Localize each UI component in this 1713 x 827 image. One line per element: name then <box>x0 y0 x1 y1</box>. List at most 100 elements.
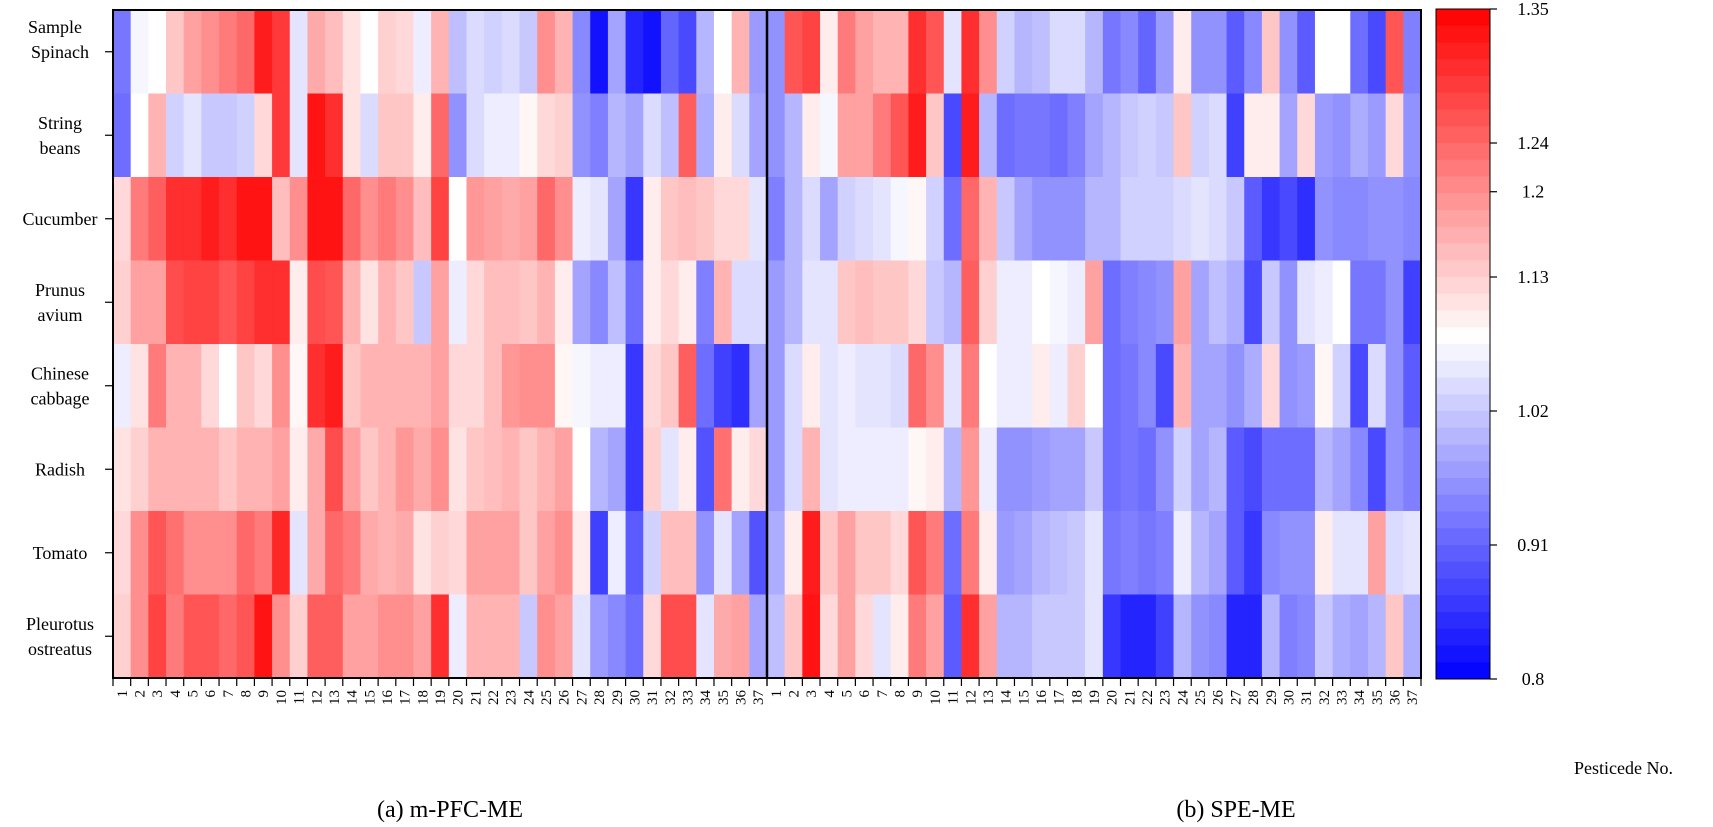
heatmap-cell-a-r1-c27 <box>572 10 591 95</box>
heatmap-cell-a-r8-c24 <box>519 594 538 679</box>
heatmap-cell-b-r6-c19 <box>1085 427 1104 512</box>
heatmap-cell-a-r2-c21 <box>466 93 485 178</box>
heatmap-cell-a-r7-c20 <box>448 511 468 596</box>
x-tick-label-a-30: 30 <box>627 690 643 705</box>
heatmap-cell-a-r7-c14 <box>342 511 362 596</box>
heatmap-cell-b-r2-c27 <box>1226 93 1245 178</box>
heatmap-cell-b-r5-c23 <box>1155 344 1175 429</box>
heatmap-cell-b-r1-c17 <box>1049 10 1069 95</box>
heatmap-cell-a-r5-c26 <box>554 344 574 429</box>
heatmap-cell-a-r5-c33 <box>678 344 697 429</box>
heatmap-cell-b-r7-c11 <box>943 511 963 596</box>
colorbar-swatch <box>1436 176 1490 194</box>
heatmap-cell-a-r3-c3 <box>148 177 167 262</box>
heatmap-cell-b-r6-c34 <box>1350 427 1369 512</box>
heatmap-cell-a-r7-c24 <box>519 511 538 596</box>
heatmap-cell-b-r2-c36 <box>1385 93 1404 178</box>
heatmap-cell-a-r7-c27 <box>572 511 591 596</box>
heatmap-cell-a-r8-c3 <box>148 594 167 679</box>
x-tick-label-a-17: 17 <box>398 690 414 706</box>
heatmap-cell-b-r6-c14 <box>996 427 1016 512</box>
heatmap-cell-a-r5-c28 <box>590 344 609 429</box>
heatmap-cell-b-r7-c37 <box>1403 511 1422 596</box>
heatmap-cell-b-r7-c15 <box>1014 511 1033 596</box>
heatmap-axes: 1 2 3 4 5 6 7 8 9 10 11 12 13 14 15 16 17 18 19 20 21 22 23 24 2… <box>112 9 1422 706</box>
x-tick-label-b-29: 29 <box>1264 690 1280 705</box>
heatmap-cell-b-r7-c13 <box>979 511 998 596</box>
heatmap-cell-b-r4-c3 <box>802 260 821 345</box>
heatmap-cell-b-r3-c27 <box>1226 177 1245 262</box>
heatmap-cell-a-r4-c20 <box>448 260 468 345</box>
x-tick-label-a-31: 31 <box>645 690 661 705</box>
heatmap-cell-a-r4-c24 <box>519 260 538 345</box>
heatmap-cell-a-r4-c35 <box>713 260 733 345</box>
heatmap-cell-b-r5-c16 <box>1032 344 1051 429</box>
heatmap-cell-a-r7-c8 <box>236 511 256 596</box>
heatmap-cell-b-r7-c5 <box>837 511 856 596</box>
heatmap-cell-b-r3-c4 <box>820 177 839 262</box>
heatmap-cell-b-r6-c1 <box>767 427 786 512</box>
heatmap-cell-b-r7-c4 <box>820 511 839 596</box>
x-tick-label-a-5: 5 <box>186 690 202 698</box>
heatmap-cell-b-r7-c33 <box>1332 511 1351 596</box>
heatmap-cell-a-r8-c16 <box>378 594 397 679</box>
heatmap-cell-b-r7-c9 <box>908 511 927 596</box>
heatmap-cell-b-r1-c27 <box>1226 10 1245 95</box>
heatmap-cell-a-r7-c9 <box>254 511 273 596</box>
heatmap-cell-b-r5-c8 <box>890 344 910 429</box>
heatmap-panel-b <box>767 10 1422 679</box>
colorbar-swatch <box>1436 193 1490 211</box>
x-tick-label-a-37: 37 <box>751 690 767 706</box>
heatmap-cell-b-r2-c2 <box>784 93 803 178</box>
row-label-6: Radish <box>35 459 85 479</box>
colorbar-swatch <box>1436 25 1490 43</box>
heatmap-cell-a-r5-c9 <box>254 344 273 429</box>
heatmap-cell-a-r7-c17 <box>395 511 415 596</box>
heatmap-cell-a-r3-c22 <box>484 177 503 262</box>
heatmap-cell-b-r1-c16 <box>1032 10 1051 95</box>
heatmap-cell-b-r7-c2 <box>784 511 803 596</box>
heatmap-cell-a-r4-c22 <box>484 260 503 345</box>
heatmap-cell-b-r8-c33 <box>1332 594 1351 679</box>
heatmap-cell-b-r8-c15 <box>1014 594 1033 679</box>
heatmap-cell-b-r4-c19 <box>1085 260 1104 345</box>
heatmap-cell-b-r4-c2 <box>784 260 803 345</box>
heatmap-cell-a-r4-c9 <box>254 260 273 345</box>
heatmap-cell-b-r5-c1 <box>767 344 786 429</box>
heatmap-cell-b-r7-c22 <box>1138 511 1157 596</box>
heatmap-cell-b-r6-c18 <box>1067 427 1086 512</box>
x-tick-label-b-13: 13 <box>981 690 997 705</box>
heatmap-cell-b-r5-c36 <box>1385 344 1404 429</box>
heatmap-cell-b-r5-c24 <box>1173 344 1192 429</box>
heatmap-cell-a-r5-c35 <box>713 344 733 429</box>
heatmap-cell-a-r4-c16 <box>378 260 397 345</box>
heatmap-cell-b-r1-c31 <box>1297 10 1316 95</box>
heatmap-panel-a <box>113 10 768 679</box>
heatmap-cell-a-r1-c25 <box>537 10 556 95</box>
heatmap-cell-a-r2-c36 <box>731 93 750 178</box>
heatmap-cell-b-r5-c37 <box>1403 344 1422 429</box>
heatmap-cell-b-r2-c31 <box>1297 93 1316 178</box>
heatmap-cell-a-r5-c32 <box>660 344 680 429</box>
heatmap-cell-a-r8-c32 <box>660 594 680 679</box>
colorbar-swatch <box>1436 394 1490 412</box>
heatmap-cell-a-r6-c30 <box>625 427 644 512</box>
heatmap-cell-b-r3-c31 <box>1297 177 1316 262</box>
heatmap-cell-b-r2-c17 <box>1049 93 1069 178</box>
heatmap-cell-a-r8-c25 <box>537 594 556 679</box>
x-tick-label-b-17: 17 <box>1052 690 1068 706</box>
heatmap-cell-a-r8-c15 <box>360 594 379 679</box>
heatmap-cell-a-r2-c2 <box>130 93 149 178</box>
x-tick-label-a-14: 14 <box>345 690 361 706</box>
x-tick-label-a-16: 16 <box>380 690 396 706</box>
heatmap-cell-b-r4-c4 <box>820 260 839 345</box>
heatmap-cell-a-r7-c30 <box>625 511 644 596</box>
heatmap-cell-a-r6-c2 <box>130 427 149 512</box>
heatmap-cell-a-r6-c9 <box>254 427 273 512</box>
x-tick-label-b-2: 2 <box>787 690 803 698</box>
heatmap-cell-b-r8-c24 <box>1173 594 1192 679</box>
heatmap-cell-a-r3-c37 <box>749 177 768 262</box>
heatmap-cell-a-r2-c11 <box>289 93 309 178</box>
heatmap-cell-a-r1-c17 <box>395 10 415 95</box>
heatmap-cell-b-r7-c32 <box>1314 511 1334 596</box>
